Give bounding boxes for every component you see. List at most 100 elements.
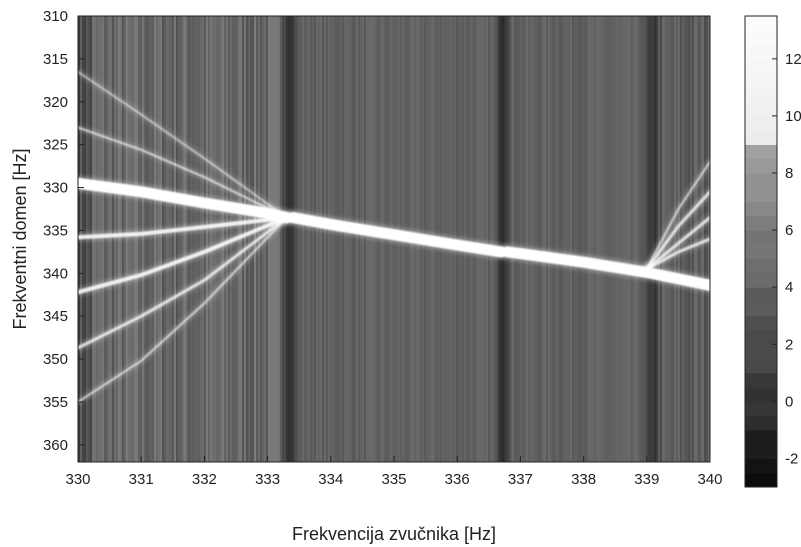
heatmap-column [486, 16, 488, 462]
heatmap-column [178, 16, 180, 462]
heatmap-column [652, 16, 654, 462]
heatmap-column [370, 16, 372, 462]
heatmap-column [648, 16, 650, 462]
heatmap-column [548, 16, 550, 462]
x-tick-label: 330 [65, 471, 90, 488]
colorbar-band [745, 258, 777, 274]
heatmap-column [198, 16, 200, 462]
heatmap-column [604, 16, 606, 462]
colorbar-band [745, 130, 777, 145]
colorbar-tick-label: 10 [785, 108, 801, 125]
heatmap-column [320, 16, 322, 462]
ridge-line [645, 160, 710, 270]
heatmap-column [210, 16, 212, 462]
colorbar-band [745, 230, 777, 245]
colorbar-band [745, 30, 777, 46]
heatmap-column [172, 16, 174, 462]
y-tick-label: 350 [43, 351, 68, 368]
heatmap-column [318, 16, 320, 462]
heatmap-column [360, 16, 362, 462]
heatmap-column [626, 16, 628, 462]
heatmap-column [500, 16, 502, 462]
colorbar-band [745, 287, 777, 302]
heatmap-column [340, 16, 342, 462]
heatmap-column [674, 16, 676, 462]
heatmap-column [694, 16, 696, 462]
heatmap-column [218, 16, 220, 462]
heatmap-column [474, 16, 476, 462]
colorbar-band [745, 101, 777, 117]
heatmap-column [332, 16, 334, 462]
heatmap-column [576, 16, 578, 462]
heatmap-column [472, 16, 474, 462]
heatmap-column [290, 16, 292, 462]
colorbar: -2 0 2 4 6 8 10 12 [744, 15, 801, 488]
heatmap-column [562, 16, 564, 462]
colorbar-band [745, 115, 777, 131]
heatmap-column [142, 16, 144, 462]
heatmap-column [214, 16, 216, 462]
heatmap-column [640, 16, 642, 462]
heatmap-column [124, 16, 126, 462]
heatmap-column [180, 16, 182, 462]
heatmap-column [150, 16, 152, 462]
heatmap-column [166, 16, 168, 462]
heatmap-column [632, 16, 634, 462]
colorbar-tick-label: 4 [785, 279, 793, 296]
colorbar-band [745, 372, 777, 388]
heatmap-column [560, 16, 562, 462]
heatmap-column [586, 16, 588, 462]
heatmap-column [246, 16, 248, 462]
heatmap-column [366, 16, 368, 462]
heatmap-column [470, 16, 472, 462]
heatmap-column [642, 16, 644, 462]
heatmap-column [186, 16, 188, 462]
heatmap-column [306, 16, 308, 462]
heatmap-ridges [78, 68, 710, 405]
heatmap-column [284, 16, 286, 462]
heatmap-column [356, 16, 358, 462]
heatmap-column [590, 16, 592, 462]
ridge-line [78, 70, 288, 219]
heatmap-column [368, 16, 370, 462]
heatmap-column [358, 16, 360, 462]
heatmap-column [552, 16, 554, 462]
heatmap-column [556, 16, 558, 462]
colorbar-tick-label: 2 [785, 336, 793, 353]
y-tick-label: 360 [43, 437, 68, 454]
colorbar-frame [744, 15, 778, 488]
heatmap-column [630, 16, 632, 462]
heatmap-column [298, 16, 300, 462]
y-tick-label: 340 [43, 265, 68, 282]
heatmap-column [162, 16, 164, 462]
heatmap-column [550, 16, 552, 462]
colorbar-band [745, 429, 777, 445]
heatmap-column [222, 16, 224, 462]
heatmap-area [78, 16, 710, 462]
heatmap-column [192, 16, 194, 462]
ridge-line [645, 237, 710, 271]
heatmap-column [146, 16, 148, 462]
heatmap-column [122, 16, 124, 462]
ridge-line [78, 216, 288, 403]
heatmap-column [624, 16, 626, 462]
heatmap-column [344, 16, 346, 462]
heatmap-column [478, 16, 480, 462]
heatmap-column [294, 16, 296, 462]
heatmap-column [574, 16, 576, 462]
heatmap-column [524, 16, 526, 462]
heatmap-column [588, 16, 590, 462]
heatmap-column [622, 16, 624, 462]
heatmap-column [158, 16, 160, 462]
heatmap-column [300, 16, 302, 462]
heatmap-column [490, 16, 492, 462]
heatmap-column [506, 16, 508, 462]
heatmap-column [634, 16, 636, 462]
ridge-line [78, 215, 289, 240]
heatmap-column [314, 16, 316, 462]
heatmap-column [156, 16, 158, 462]
heatmap-column [304, 16, 306, 462]
heatmap-column [698, 16, 700, 462]
heatmap-column [208, 16, 210, 462]
colorbar-band [745, 358, 777, 374]
